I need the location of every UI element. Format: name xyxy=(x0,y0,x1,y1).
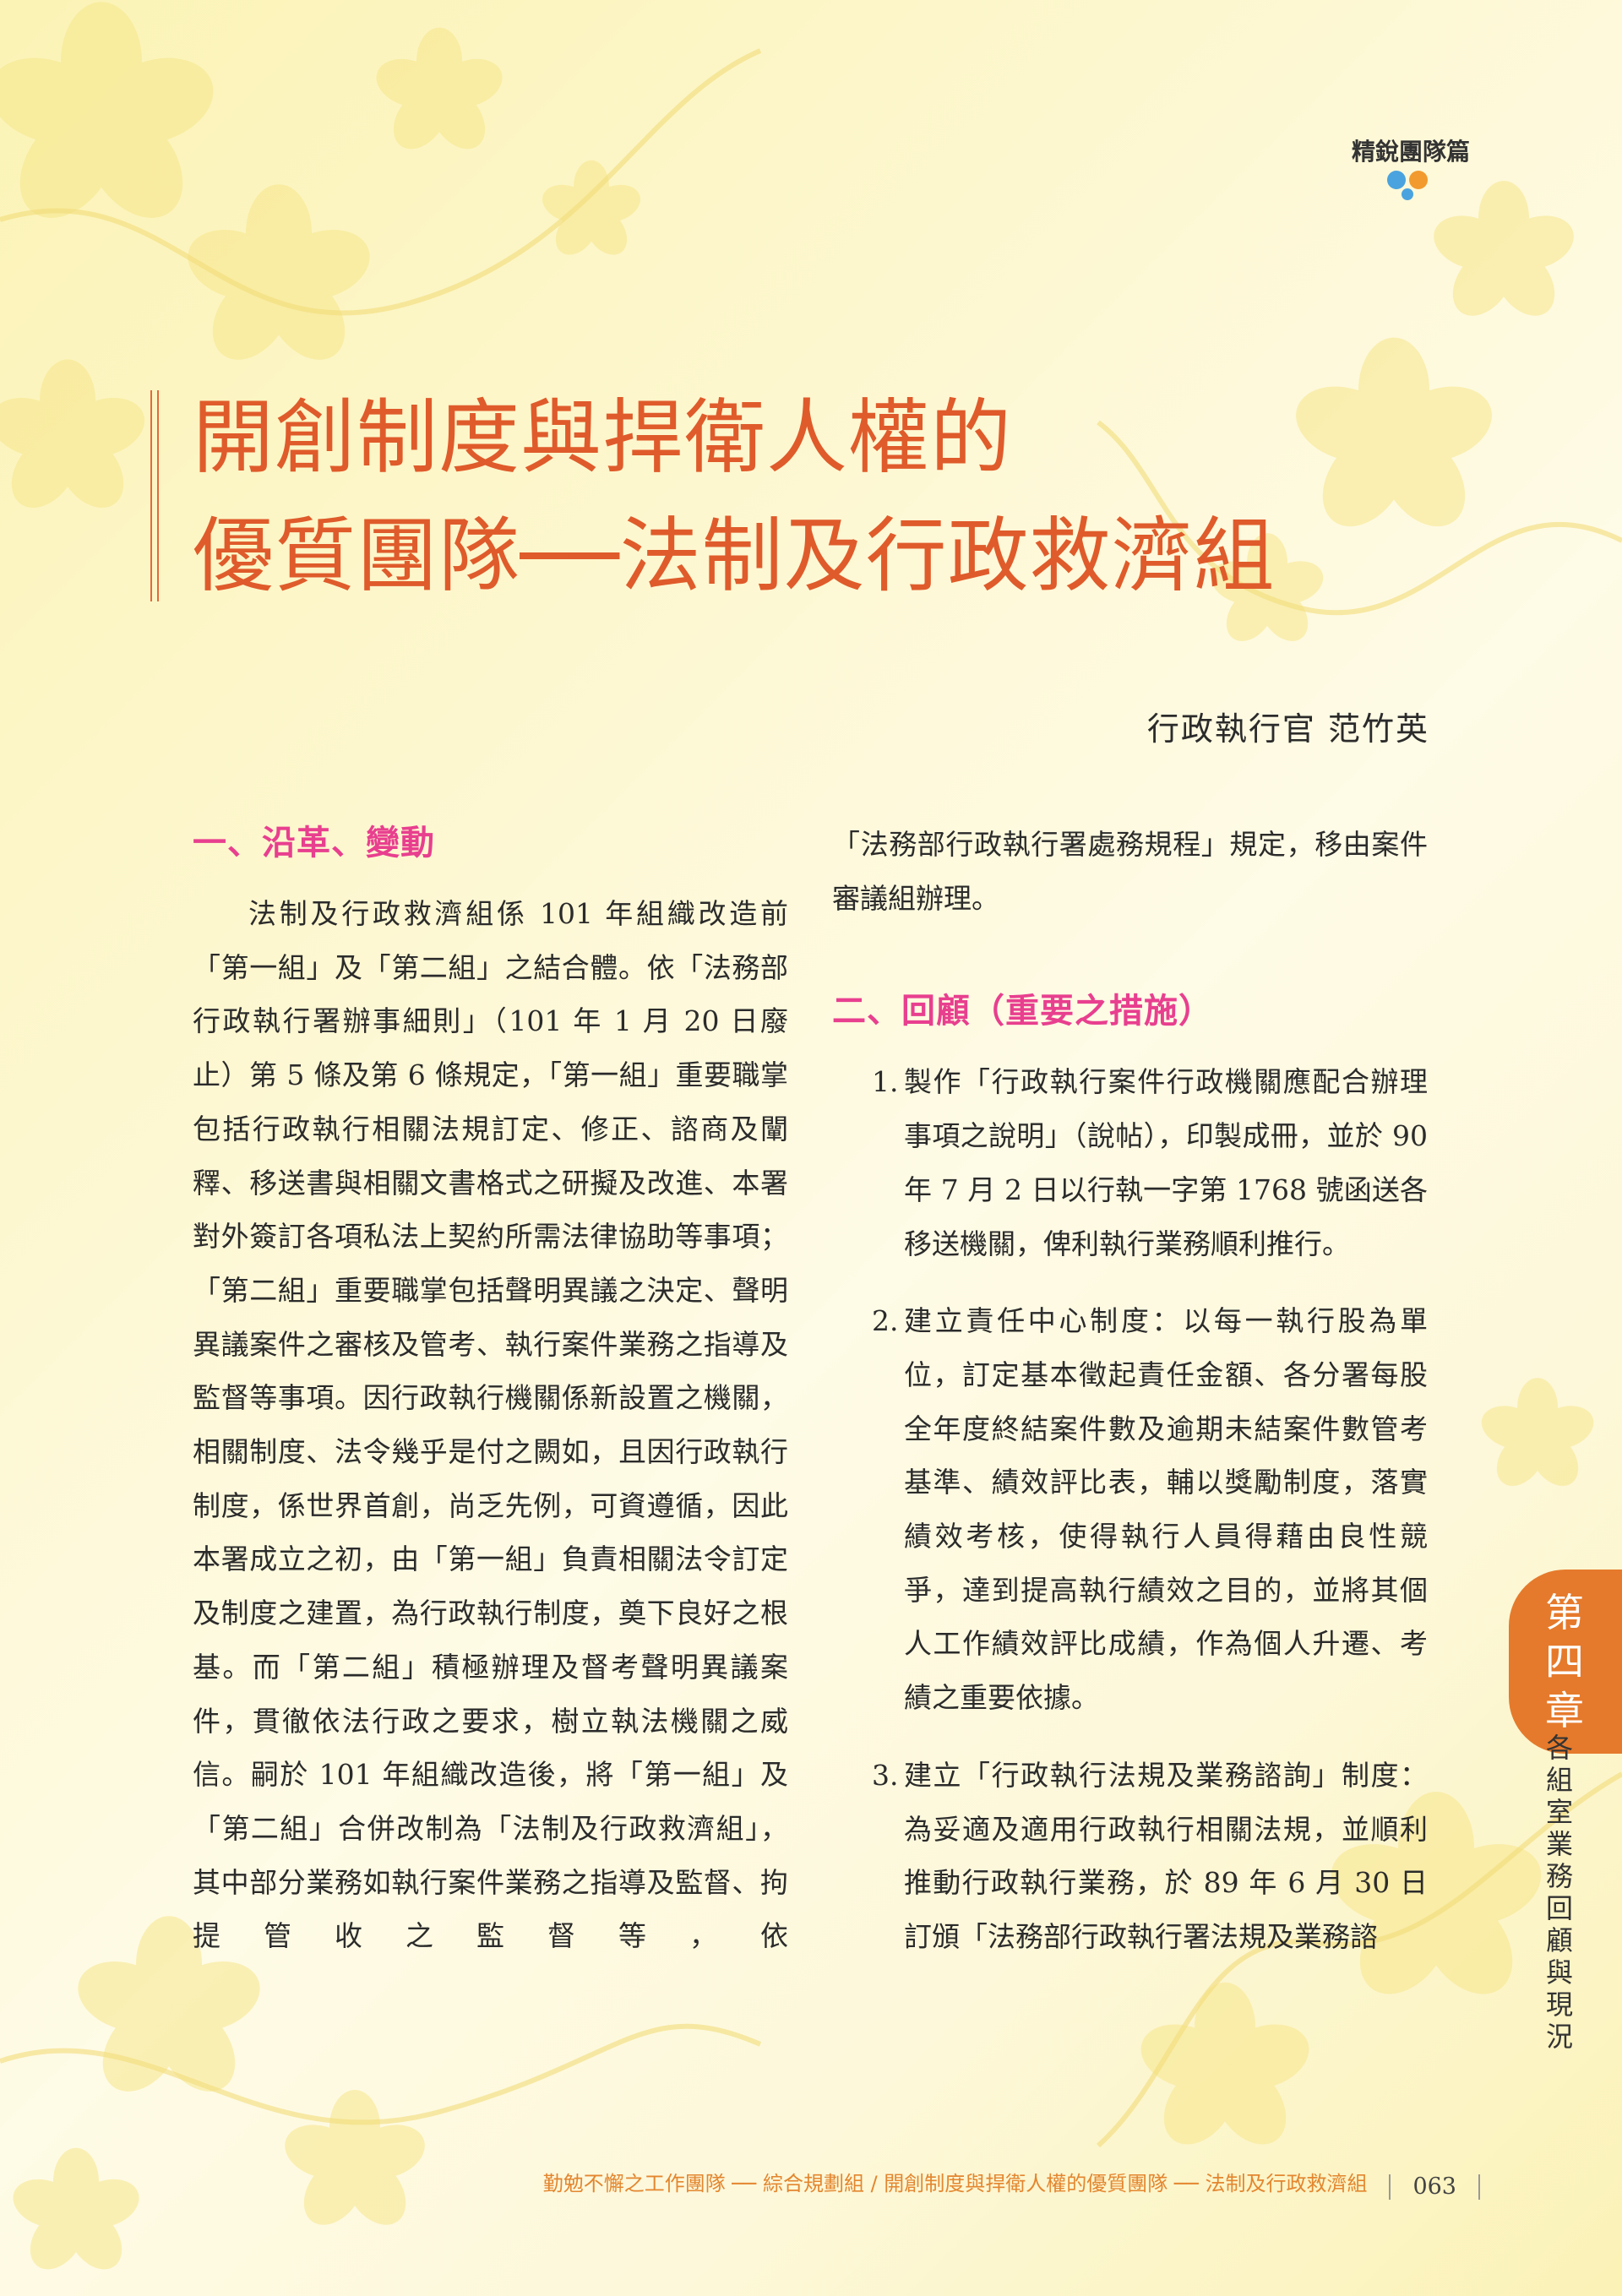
title-line-1: 開創制度與捍衛人權的 xyxy=(193,390,1012,485)
page-footer: 勤勉不懈之工作團隊 ── 綜合規劃組 / 開創制度與捍衛人權的優質團隊 ── 法… xyxy=(0,2167,1622,2200)
list-item: 3. 建立「行政執行法規及業務諮詢」制度：為妥適及適用行政執行相關法規，並順利推動… xyxy=(832,1749,1428,1964)
list-item-text: 建立責任中心制度：以每一執行股為單位，訂定基本徵起責任金額、各分署每股全年度終結… xyxy=(904,1304,1428,1715)
chapter-label: 第四章 xyxy=(1545,1590,1584,1733)
list-item-number: 1. xyxy=(872,1065,899,1099)
list-item-number: 3. xyxy=(872,1758,899,1792)
list-item-text: 建立「行政執行法規及業務諮詢」制度：為妥適及適用行政執行相關法規，並順利推動行政… xyxy=(904,1758,1428,1953)
title-line-2: 優質團隊──法制及行政救濟組 xyxy=(193,509,1276,603)
chapter-tab: 第四章 xyxy=(1509,1570,1622,1754)
measures-list: 1. 製作「行政執行案件行政機關應配合辦理事項之說明」（說帖），印製成冊，並於 9… xyxy=(832,1055,1428,1963)
section-heading-history: 一、沿革、變動 xyxy=(193,824,435,862)
page-number: 063 xyxy=(1412,2174,1456,2200)
section-tag: 精銳團隊篇 xyxy=(1351,138,1470,166)
title-accent-bar xyxy=(150,390,161,601)
footer-divider xyxy=(1389,2174,1391,2200)
list-item-text: 製作「行政執行案件行政機關應配合辦理事項之說明」（說帖），印製成冊，並於 90 … xyxy=(904,1065,1428,1260)
footer-divider xyxy=(1478,2174,1480,2200)
list-item: 1. 製作「行政執行案件行政機關應配合辦理事項之說明」（說帖），印製成冊，並於 9… xyxy=(832,1055,1428,1270)
list-item-number: 2. xyxy=(872,1304,899,1338)
history-paragraph: 法制及行政救濟組係 101 年組織改造前「第一組」及「第二組」之結合體。依「法務… xyxy=(193,897,788,1953)
left-column: 一、沿革、變動 法制及行政救濟組係 101 年組織改造前「第一組」及「第二組」之… xyxy=(193,818,788,1963)
right-column: 「法務部行政執行署處務規程」規定，移由案件審議組辦理。 二、回顧（重要之措施） … xyxy=(832,818,1428,1964)
list-item: 2. 建立責任中心制度：以每一執行股為單位，訂定基本徵起責任金額、各分署每股全年度… xyxy=(832,1294,1428,1725)
history-continuation: 「法務部行政執行署處務規程」規定，移由案件審議組辦理。 xyxy=(832,828,1428,915)
section-heading-review: 二、回顧（重要之措施） xyxy=(832,992,1213,1031)
author-byline: 行政執行官 范竹英 xyxy=(1146,710,1429,748)
footer-running-title: 勤勉不懈之工作團隊 ── 綜合規劃組 / 開創制度與捍衛人權的優質團隊 ── 法… xyxy=(542,2172,1368,2195)
team-dots-icon xyxy=(1387,171,1428,200)
article-title: 開創制度與捍衛人權的 優質團隊──法制及行政救濟組 xyxy=(193,378,1276,615)
chapter-title: 各組室業務回顧與現況 xyxy=(1545,1732,1573,2053)
